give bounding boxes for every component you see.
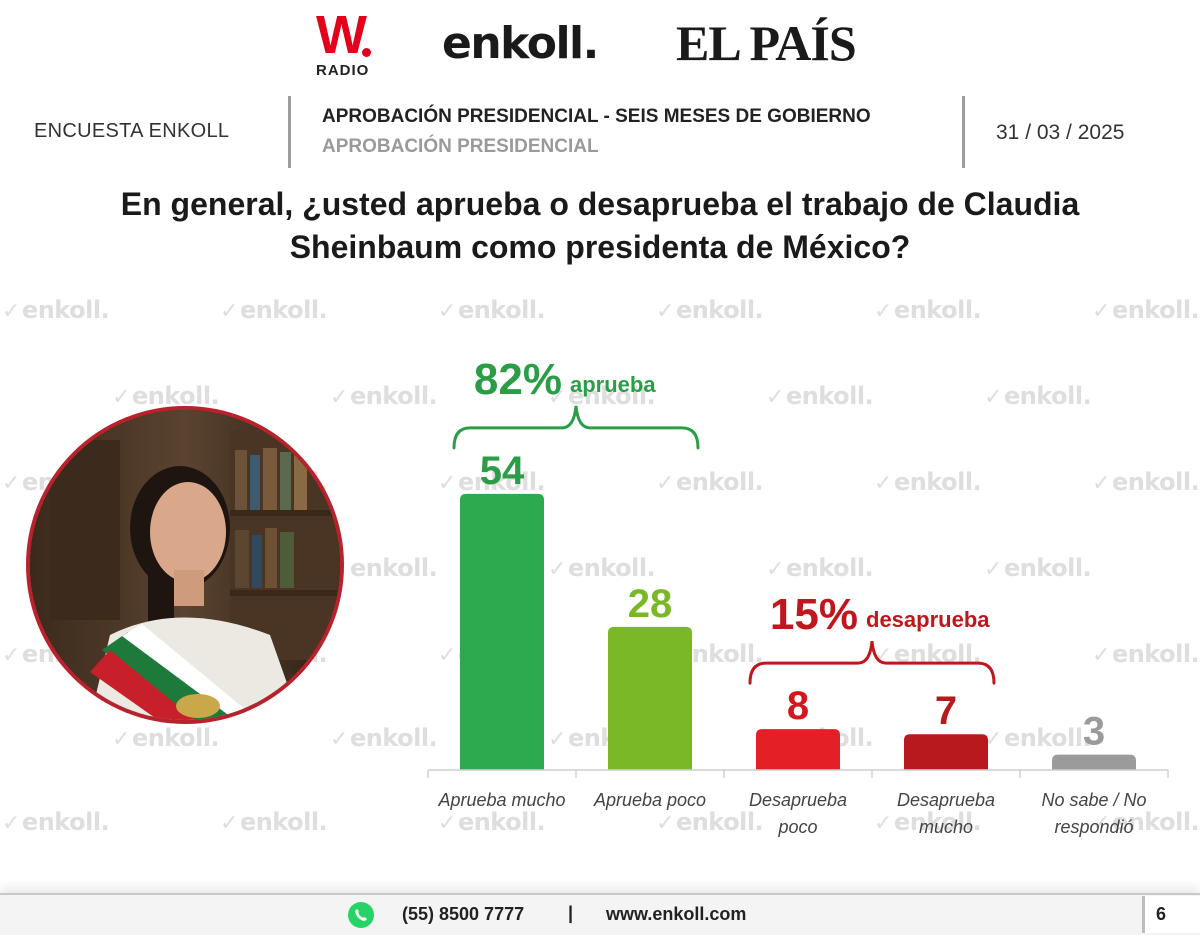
survey-label: ENCUESTA ENKOLL [34,120,230,142]
footer-separator: | [568,903,574,923]
president-portrait [26,406,344,724]
w-radio-logo: W RADIO [312,5,382,80]
group-brace-2 [748,640,996,685]
el-pais-logo: EL PAÍS [676,15,857,71]
category-label-5: respondió [1054,817,1133,837]
footer-bar [0,893,1200,935]
w-radio-logo-text: RADIO [316,62,370,79]
enkoll-logo: enkoll. [442,18,599,69]
bar-3 [756,729,840,770]
group-label-1: aprueba [570,372,656,397]
w-radio-logo-dot [362,48,371,57]
survey-question-line-2: Sheinbaum como presidenta de México? [289,229,911,265]
survey-question: En general, ¿usted aprueba o desaprueba … [60,183,1140,269]
survey-question-line-1: En general, ¿usted aprueba o desaprueba … [120,186,1080,222]
category-label-4: Desaprueba [897,790,995,810]
category-label-1: Aprueba mucho [437,790,565,810]
bar-5 [1052,754,1136,770]
footer-page-box [1142,896,1200,933]
bar-2 [608,626,692,770]
category-label-3: Desaprueba [749,790,847,810]
bar-value-label-2: 28 [628,582,673,626]
group-percent-1: 82% [474,355,562,404]
w-radio-logo-letter: W [316,5,367,65]
bar-1 [460,493,544,770]
category-label-2: Aprueba poco [593,790,706,810]
group-percent-2: 15% [770,590,858,639]
group-brace-1 [452,405,700,450]
report-subtitle: APROBACIÓN PRESIDENCIAL [322,136,599,157]
bar-value-label-5: 3 [1083,710,1105,754]
category-label-3: poco [777,817,817,837]
footer-website-link[interactable]: www.enkoll.com [606,904,747,924]
bar-4 [904,734,988,770]
category-label-4: mucho [919,817,973,837]
header-divider-left [288,96,291,168]
footer-phone: (55) 8500 7777 [402,904,525,924]
whatsapp-icon [348,902,374,928]
bar-value-label-1: 54 [480,449,525,493]
report-title: APROBACIÓN PRESIDENCIAL - SEIS MESES DE … [322,106,871,127]
bar-value-label-3: 8 [787,684,809,728]
portrait-illustration [30,410,340,720]
bar-value-label-4: 7 [935,689,957,733]
page-number: 6 [1156,904,1167,924]
group-label-2: desaprueba [866,607,990,632]
report-date: 31 / 03 / 2025 [996,121,1125,144]
header-divider-right [962,96,965,168]
category-label-5: No sabe / No [1041,790,1146,810]
